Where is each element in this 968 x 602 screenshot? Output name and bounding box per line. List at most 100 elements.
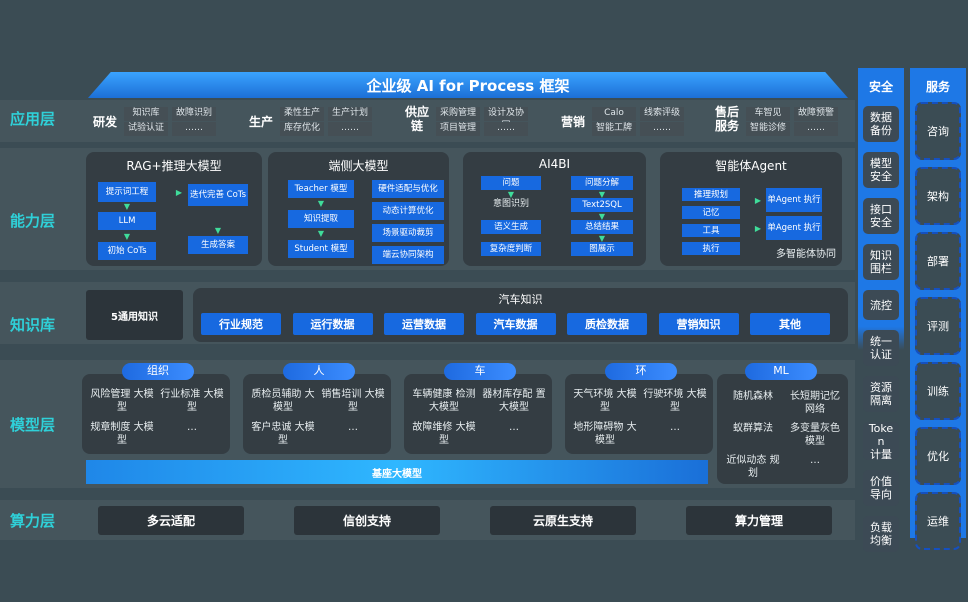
knowledge-item[interactable]: 行业规范 <box>201 313 281 335</box>
service-item[interactable]: 运维 <box>915 492 961 550</box>
app-item[interactable]: 知识库 <box>124 107 168 121</box>
app-item[interactable]: 试验认证 <box>124 122 168 136</box>
rag-step[interactable]: 初始 CoTs <box>98 242 156 260</box>
ml-item[interactable]: 随机森林 <box>733 391 773 402</box>
knowledge-item[interactable]: 其他 <box>750 313 830 335</box>
model-item[interactable]: 行业标准 大模型 <box>160 389 224 413</box>
app-item[interactable]: 采购管理 <box>436 107 480 121</box>
edge-feature[interactable]: 动态计算优化 <box>372 202 444 220</box>
ai4bi-right[interactable]: Text2SQL <box>571 198 633 212</box>
app-item[interactable]: 柔性生产 <box>280 107 324 121</box>
edge-feature[interactable]: 硬件适配与优化 <box>372 180 444 198</box>
app-item[interactable]: 库存优化 <box>280 122 324 136</box>
ml-item[interactable]: 长短期记忆 网络 <box>790 391 840 415</box>
compute-item[interactable]: 信创支持 <box>294 506 440 535</box>
knowledge-item[interactable]: 营销知识 <box>658 313 739 335</box>
ai4bi-right[interactable]: 总结结果 <box>571 220 633 234</box>
app-item[interactable]: …… <box>484 122 528 136</box>
ml-item[interactable]: 近似动态 规划 <box>726 455 780 479</box>
ai4bi-right[interactable]: 图展示 <box>571 242 633 256</box>
app-item[interactable]: 智能工牌 <box>592 122 636 136</box>
edge-step[interactable]: 知识提取 <box>288 210 354 228</box>
model-item[interactable]: 规章制度 大模型 <box>90 422 154 446</box>
model-item[interactable]: 行驶环境 大模型 <box>643 389 707 413</box>
ai4bi-left[interactable]: 复杂度判断 <box>481 242 541 256</box>
ai4bi-right[interactable]: 问题分解 <box>571 176 633 190</box>
security-item[interactable]: 模型 安全 <box>863 152 899 188</box>
model-item[interactable]: 地形障碍物 大模型 <box>573 422 637 446</box>
service-item[interactable]: 咨询 <box>915 102 961 160</box>
service-item[interactable]: 架构 <box>915 167 961 225</box>
app-item[interactable]: …… <box>328 122 372 136</box>
app-item[interactable]: …… <box>172 122 216 136</box>
agent-exec[interactable]: 单Agent 执行 <box>766 216 822 240</box>
agent-module[interactable]: 执行 <box>682 242 740 255</box>
app-item[interactable]: 车智见 <box>746 107 790 121</box>
model-item[interactable]: 车辆健康 检测大模型 <box>412 389 476 413</box>
model-item[interactable]: 天气环境 大模型 <box>573 389 637 413</box>
app-item[interactable]: 项目管理 <box>436 122 480 136</box>
app-item[interactable]: Calo <box>592 107 636 121</box>
agent-module[interactable]: 推理规划 <box>682 188 740 201</box>
security-item[interactable]: 价值 导向 <box>863 470 899 506</box>
general-knowledge[interactable]: 5通用知识 <box>86 290 183 340</box>
rag-step[interactable]: 提示词工程 <box>98 182 156 202</box>
agent-module[interactable]: 工具 <box>682 224 740 237</box>
app-item[interactable]: 智能诊修 <box>746 122 790 136</box>
app-item[interactable]: 故障预警 <box>794 107 838 121</box>
edge-step[interactable]: Teacher 模型 <box>288 180 354 198</box>
app-item[interactable]: …… <box>640 122 684 136</box>
security-item[interactable]: 资源 隔离 <box>863 376 899 412</box>
security-item[interactable]: 接口 安全 <box>863 198 899 234</box>
knowledge-item[interactable]: 运行数据 <box>292 313 373 335</box>
security-item[interactable]: Toke n 计量 <box>863 422 899 461</box>
knowledge-item[interactable]: 质检数据 <box>567 313 647 335</box>
edge-feature[interactable]: 端云协同架构 <box>372 246 444 264</box>
service-item[interactable]: 训练 <box>915 362 961 420</box>
ml-item[interactable]: 蚁群算法 <box>733 423 773 434</box>
app-item[interactable]: 故障识别 <box>172 107 216 121</box>
rag-step[interactable]: 生成答案 <box>188 236 248 254</box>
security-item[interactable]: 知识 围栏 <box>863 244 899 280</box>
ai4bi-left[interactable]: 语义生成 <box>481 220 541 234</box>
app-item[interactable]: 生产计划 <box>328 107 372 121</box>
edge-feature[interactable]: 场景驱动裁剪 <box>372 224 444 242</box>
compute-item[interactable]: 算力管理 <box>686 506 832 535</box>
app-item[interactable]: 设计及协同 <box>484 107 528 131</box>
compute-item[interactable]: 多云适配 <box>98 506 244 535</box>
model-item[interactable]: 质检员辅助 大模型 <box>251 389 315 413</box>
security-item[interactable]: 负载 均衡 <box>863 516 899 552</box>
compute-item[interactable]: 云原生支持 <box>490 506 636 535</box>
app-item[interactable]: 线索评级 <box>640 107 684 121</box>
service-item[interactable]: 优化 <box>915 427 961 485</box>
model-item[interactable]: 销售培训 大模型 <box>321 389 385 413</box>
knowledge-item[interactable]: 运营数据 <box>384 313 464 335</box>
security-item[interactable]: 统一 认证 <box>863 330 899 366</box>
agent-module[interactable]: 记忆 <box>682 206 740 219</box>
model-item[interactable]: 器材库存配 置大模型 <box>482 389 546 413</box>
ai4bi-left[interactable]: 问题 <box>481 176 541 190</box>
model-item[interactable]: … <box>509 422 519 433</box>
security-item[interactable]: 流控 <box>863 290 899 320</box>
ml-item[interactable]: 多变量灰色 模型 <box>790 423 840 447</box>
model-item[interactable]: … <box>187 422 197 433</box>
service-item[interactable]: 部署 <box>915 232 961 290</box>
model-item[interactable]: … <box>670 422 680 433</box>
model-item[interactable]: … <box>348 422 358 433</box>
rag-step[interactable]: 迭代完善 CoTs <box>188 184 248 206</box>
model-item[interactable]: 风险管理 大模型 <box>90 389 154 413</box>
arrow-down-icon: ▼ <box>214 226 222 235</box>
ml-item[interactable]: … <box>810 455 820 466</box>
agent-exec[interactable]: 单Agent 执行 <box>766 188 822 212</box>
capability-panel: 智能体Agent 推理规划 记忆 工具 执行 单Agent 执行 ▶ 单Agent 执行 ▶ 多智… <box>660 152 842 266</box>
arrow-down-icon: ▼ <box>123 232 131 241</box>
app-item[interactable]: …… <box>794 122 838 136</box>
security-item[interactable]: 数据 备份 <box>863 106 899 142</box>
model-item[interactable]: 故障维修 大模型 <box>412 422 476 446</box>
rag-step[interactable]: LLM <box>98 212 156 230</box>
model-group-pill: 车 <box>444 363 516 380</box>
knowledge-item[interactable]: 汽车数据 <box>475 313 556 335</box>
service-item[interactable]: 评测 <box>915 297 961 355</box>
edge-step[interactable]: Student 模型 <box>288 240 354 258</box>
model-item[interactable]: 客户忠诚 大模型 <box>251 422 315 446</box>
